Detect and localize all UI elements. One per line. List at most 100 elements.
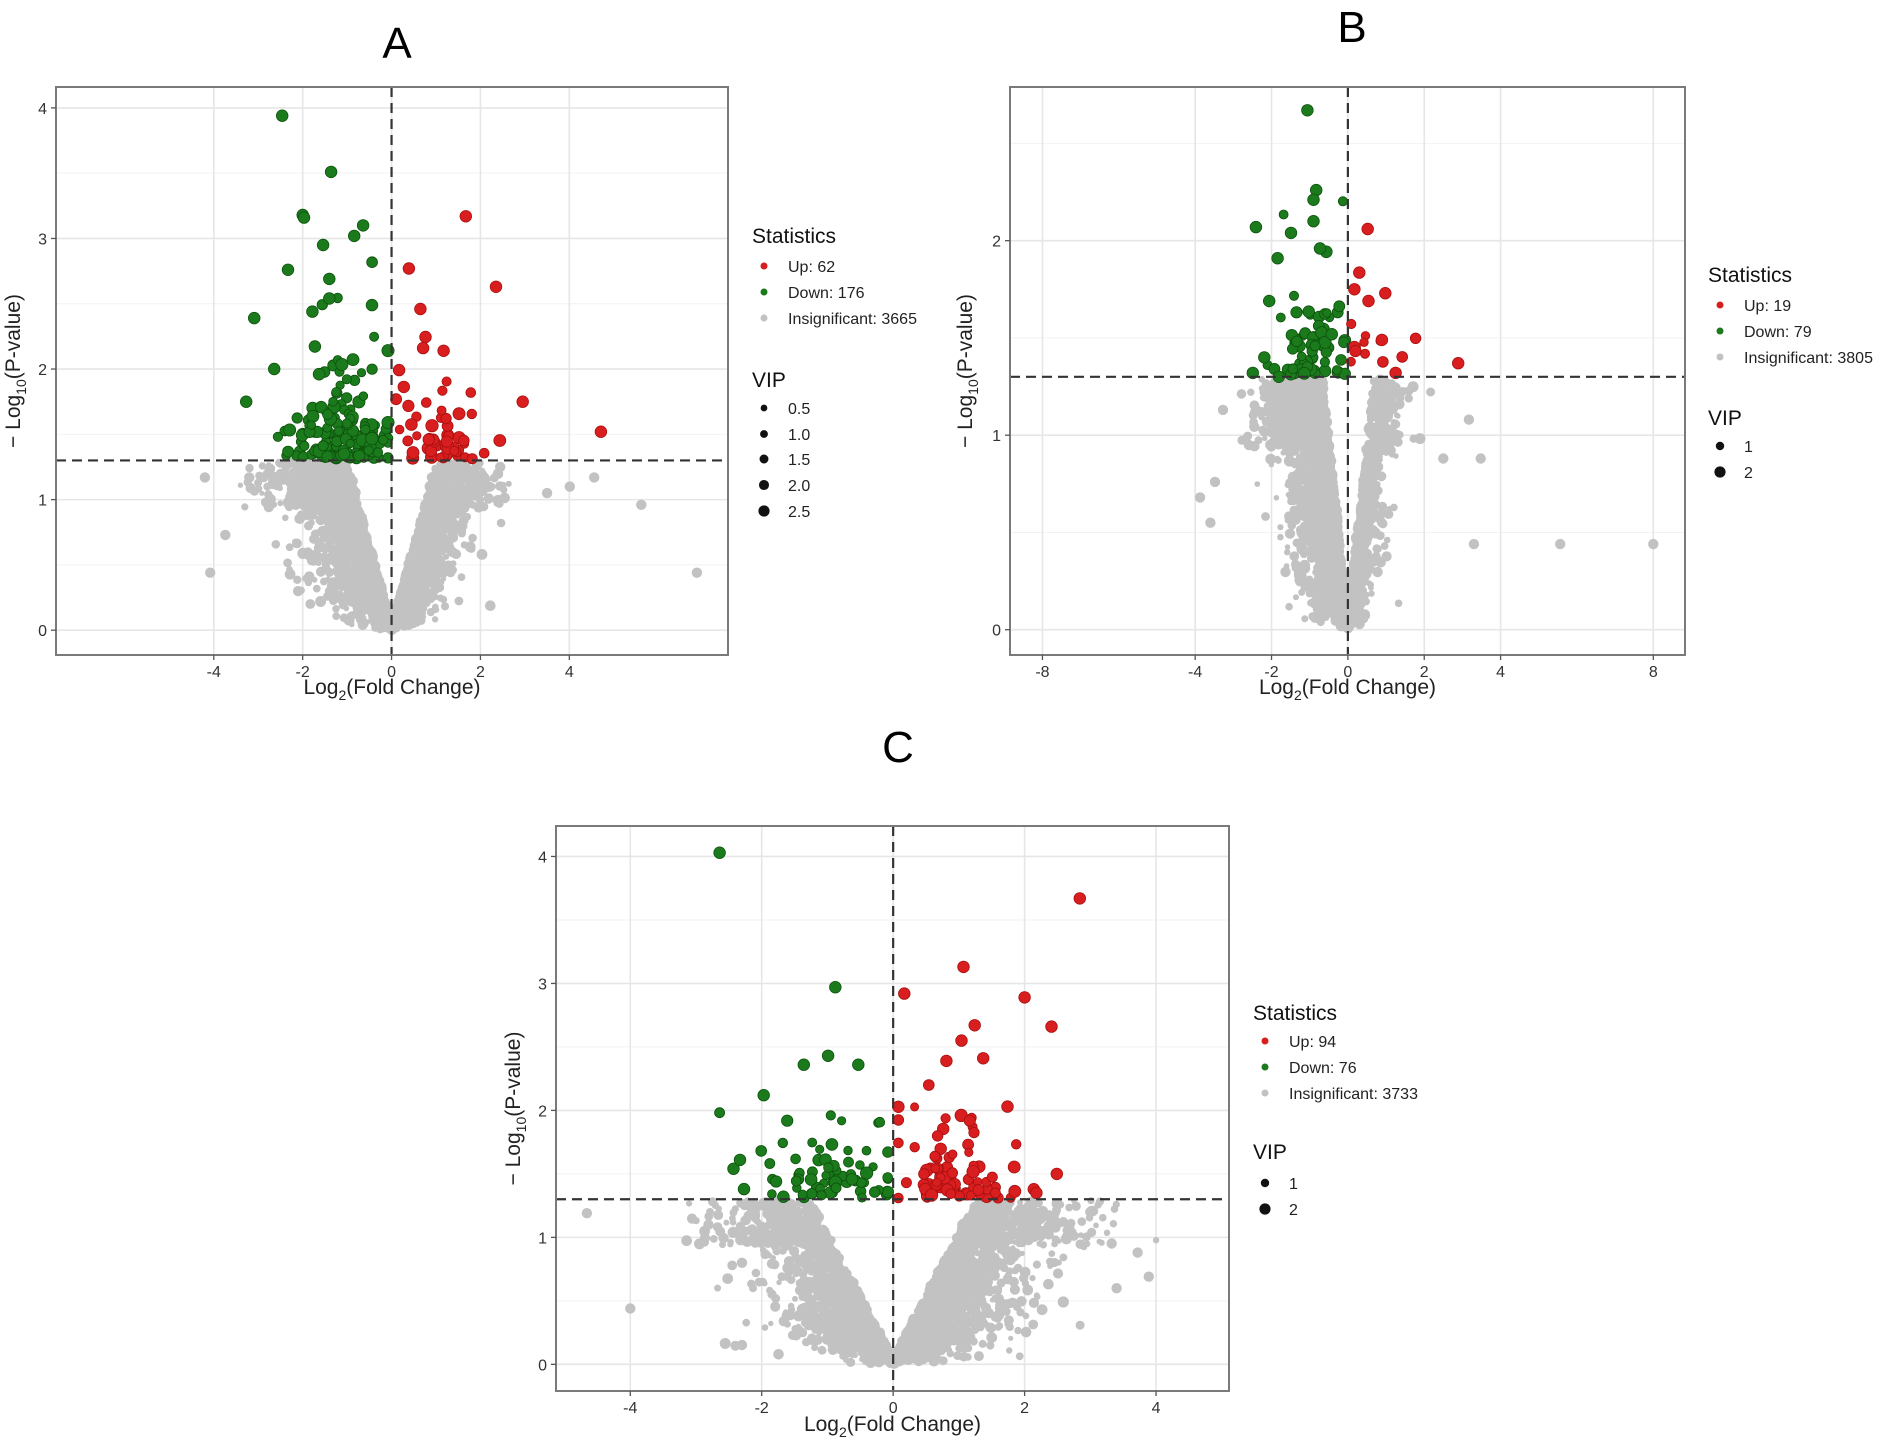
point-insignificant <box>263 502 274 513</box>
point-insignificant <box>453 464 461 472</box>
point-insignificant <box>459 495 467 502</box>
point-insignificant <box>324 567 335 578</box>
point-insignificant <box>365 548 374 557</box>
point-up <box>516 395 529 408</box>
point-up <box>452 407 466 421</box>
point-insignificant <box>484 483 493 492</box>
point-insignificant <box>307 519 315 527</box>
point-insignificant <box>376 596 383 603</box>
point-down <box>308 340 322 353</box>
point-insignificant <box>277 500 284 507</box>
legend-vip-size-dot <box>759 454 769 464</box>
y-tick-label: 1 <box>38 493 47 510</box>
point-insignificant <box>1283 549 1291 556</box>
point-insignificant <box>283 499 292 509</box>
point-down <box>346 353 360 367</box>
point-insignificant <box>339 572 346 579</box>
point-insignificant <box>271 483 277 489</box>
point-insignificant <box>349 577 357 584</box>
point-insignificant <box>315 560 322 567</box>
point-insignificant <box>477 476 485 484</box>
point-insignificant <box>337 539 346 547</box>
point-insignificant <box>323 500 333 511</box>
point-down <box>341 418 352 429</box>
point-insignificant <box>264 463 276 475</box>
point-insignificant <box>435 475 441 482</box>
point-insignificant <box>432 468 442 477</box>
point-insignificant <box>473 502 484 513</box>
point-insignificant <box>412 556 421 564</box>
point-insignificant <box>419 574 428 584</box>
point-down <box>283 423 297 437</box>
point-insignificant <box>334 590 345 600</box>
point-insignificant <box>313 464 325 476</box>
point-up <box>440 435 453 448</box>
point-insignificant <box>367 611 377 620</box>
point-up <box>412 431 422 441</box>
point-insignificant <box>493 500 500 507</box>
point-insignificant <box>403 606 414 618</box>
point-insignificant <box>258 462 267 470</box>
point-insignificant <box>308 550 318 560</box>
point-insignificant <box>315 566 326 577</box>
y-axis-title-base: − Log <box>2 395 25 448</box>
point-insignificant <box>447 490 457 500</box>
point-insignificant <box>332 612 341 620</box>
point-insignificant <box>335 482 346 493</box>
point-insignificant <box>413 562 420 570</box>
point-insignificant <box>441 533 449 541</box>
point-down <box>282 445 295 458</box>
point-insignificant <box>435 555 444 564</box>
point-insignificant <box>1273 494 1280 501</box>
x-axis-title-base: Log <box>303 676 338 699</box>
point-insignificant <box>462 489 470 497</box>
point-insignificant <box>419 525 428 534</box>
point-insignificant <box>308 511 318 520</box>
point-down <box>323 292 336 305</box>
point-down <box>312 367 326 381</box>
point-insignificant <box>365 583 372 591</box>
point-insignificant <box>1247 388 1255 396</box>
point-insignificant <box>321 471 328 478</box>
point-insignificant <box>495 461 506 473</box>
x-axis-title-subscript: 2 <box>339 687 347 703</box>
point-insignificant <box>280 466 290 475</box>
point-insignificant <box>241 503 249 511</box>
point-up <box>594 425 608 438</box>
point-insignificant <box>453 500 464 511</box>
point-down <box>356 219 370 232</box>
point-up <box>402 262 416 275</box>
point-insignificant <box>463 512 472 521</box>
point-insignificant <box>354 498 360 505</box>
legend-insignificant-dot <box>760 314 768 322</box>
point-insignificant <box>357 620 368 631</box>
point-insignificant <box>325 510 332 518</box>
point-down <box>323 272 336 286</box>
point-insignificant <box>346 524 354 532</box>
point-down <box>372 447 384 458</box>
point-up <box>402 435 414 447</box>
point-down <box>331 387 342 398</box>
y-axis-title: − Log10(P-value) <box>2 294 29 448</box>
point-insignificant <box>455 480 465 490</box>
y-tick-label: 3 <box>38 231 47 248</box>
legend-vip-label: 2.5 <box>788 504 810 521</box>
point-insignificant <box>439 595 448 604</box>
point-up <box>437 385 448 396</box>
point-insignificant <box>484 600 496 611</box>
point-up <box>425 419 439 433</box>
point-insignificant <box>343 477 351 485</box>
point-insignificant <box>541 487 553 499</box>
point-up <box>414 302 427 316</box>
point-insignificant <box>427 558 435 566</box>
point-insignificant <box>456 525 467 536</box>
point-insignificant <box>496 518 506 528</box>
x-axis-title-rest: (Fold Change) <box>346 676 480 699</box>
point-insignificant <box>354 563 361 571</box>
point-insignificant <box>468 481 474 488</box>
point-insignificant <box>306 490 313 497</box>
point-insignificant <box>332 604 340 613</box>
point-down <box>337 447 351 461</box>
legend-vip-title: VIP <box>752 369 786 392</box>
